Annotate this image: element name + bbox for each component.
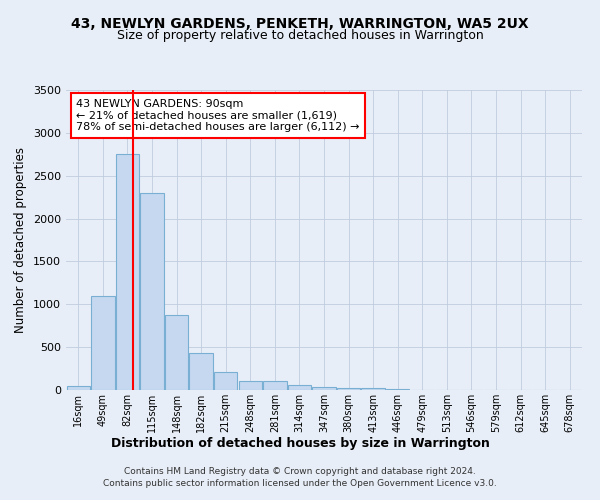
Bar — [386, 388, 409, 390]
Y-axis label: Number of detached properties: Number of detached properties — [14, 147, 28, 333]
Bar — [239, 380, 262, 390]
Bar — [91, 296, 115, 390]
Bar — [67, 386, 90, 390]
Bar — [190, 353, 213, 390]
Text: Size of property relative to detached houses in Warrington: Size of property relative to detached ho… — [116, 29, 484, 42]
Bar — [116, 154, 139, 390]
Text: Contains public sector information licensed under the Open Government Licence v3: Contains public sector information licen… — [103, 479, 497, 488]
Text: Distribution of detached houses by size in Warrington: Distribution of detached houses by size … — [110, 438, 490, 450]
Bar — [313, 386, 335, 390]
Bar — [361, 388, 385, 390]
Bar — [140, 193, 164, 390]
Text: 43 NEWLYN GARDENS: 90sqm
← 21% of detached houses are smaller (1,619)
78% of sem: 43 NEWLYN GARDENS: 90sqm ← 21% of detach… — [76, 99, 360, 132]
Bar — [337, 388, 360, 390]
Text: 43, NEWLYN GARDENS, PENKETH, WARRINGTON, WA5 2UX: 43, NEWLYN GARDENS, PENKETH, WARRINGTON,… — [71, 18, 529, 32]
Bar — [263, 382, 287, 390]
Text: Contains HM Land Registry data © Crown copyright and database right 2024.: Contains HM Land Registry data © Crown c… — [124, 468, 476, 476]
Bar — [214, 372, 238, 390]
Bar — [288, 386, 311, 390]
Bar — [165, 314, 188, 390]
